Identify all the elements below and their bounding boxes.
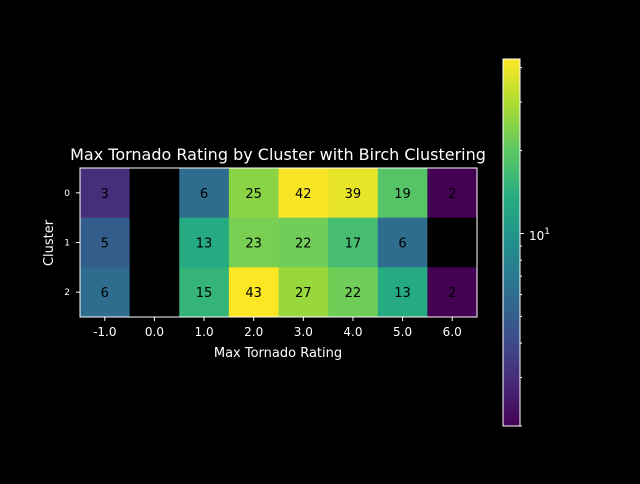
x-tick-label: 0.0 (145, 325, 164, 339)
cell-value-label: 15 (196, 286, 213, 301)
cell-value-label: 19 (394, 187, 411, 202)
heatmap-cell (80, 267, 131, 318)
x-axis-label: Max Tornado Rating (214, 346, 342, 361)
chart-title: Max Tornado Rating by Cluster with Birch… (70, 145, 486, 164)
heatmap-cell (228, 267, 279, 318)
cell-value-label: 42 (295, 187, 312, 202)
cell-value-label: 43 (245, 286, 262, 301)
heatmap-cell (427, 267, 478, 318)
x-tick-label: 4.0 (343, 325, 362, 339)
cell-value-label: 27 (295, 286, 312, 301)
heatmap-cell (228, 217, 279, 268)
cell-value-label: 25 (245, 187, 262, 202)
colorbar-ticks (520, 67, 524, 427)
heatmap-cell (129, 217, 180, 268)
heatmap-cell (377, 168, 428, 219)
heatmap-cell (80, 217, 131, 268)
heatmap-cell (278, 267, 329, 318)
cell-value-label: 13 (196, 237, 213, 252)
x-tick-label: 2.0 (244, 325, 263, 339)
cell-value-label: 5 (101, 237, 109, 252)
x-tick-label: 3.0 (294, 325, 313, 339)
colorbar-tick-exponent: 1 (544, 227, 550, 237)
y-tick-label: 1 (64, 239, 70, 249)
heatmap-cell (228, 168, 279, 219)
x-tick-label: -1.0 (93, 325, 116, 339)
cell-value-label: 2 (448, 286, 456, 301)
cell-value-label: 39 (345, 187, 362, 202)
heatmap-cell (278, 168, 329, 219)
x-axis-ticks: -1.0 0.0 1.0 2.0 3.0 4.0 5.0 6.0 (93, 317, 462, 339)
colorbar-tick-label: 101 (529, 227, 550, 243)
cell-value-label: 2 (448, 187, 456, 202)
heatmap-cell (427, 217, 478, 268)
x-tick-label: 5.0 (393, 325, 412, 339)
heatmap-cell (328, 217, 379, 268)
heatmap-cell (129, 168, 180, 219)
heatmap-cell (179, 267, 230, 318)
cell-value-label: 6 (398, 237, 406, 252)
y-axis-label: Cluster (42, 219, 57, 266)
y-axis-ticks: 0 1 2 (64, 189, 80, 298)
heatmap-cell (377, 267, 428, 318)
heatmap-cells (80, 168, 478, 318)
heatmap-cell (377, 217, 428, 268)
heatmap-cell (80, 168, 131, 219)
heatmap-cell (278, 217, 329, 268)
heatmap-cell (179, 168, 230, 219)
heatmap-cell (427, 168, 478, 219)
cell-value-label: 23 (245, 237, 262, 252)
cell-value-label: 22 (345, 286, 362, 301)
cell-value-label: 6 (200, 187, 208, 202)
heatmap-cell (179, 217, 230, 268)
heatmap-cell (328, 168, 379, 219)
colorbar (502, 58, 521, 427)
colorbar-tick-base: 10 (529, 229, 544, 243)
heatmap-cell (328, 267, 379, 318)
cell-value-label: 13 (394, 286, 411, 301)
y-tick-label: 2 (64, 288, 70, 298)
x-tick-label: 1.0 (195, 325, 214, 339)
x-tick-label: 6.0 (443, 325, 462, 339)
cell-value-label: 17 (345, 237, 362, 252)
cell-value-label: 3 (101, 187, 109, 202)
cell-value-label: 22 (295, 237, 312, 252)
heatmap-cell-labels: 3 6 25 42 39 19 25 13 23 22 17 66 15 43 27 22 13 2 (101, 187, 457, 301)
heatmap-cell (129, 267, 180, 318)
y-tick-label: 0 (64, 189, 70, 199)
cell-value-label: 6 (101, 286, 109, 301)
